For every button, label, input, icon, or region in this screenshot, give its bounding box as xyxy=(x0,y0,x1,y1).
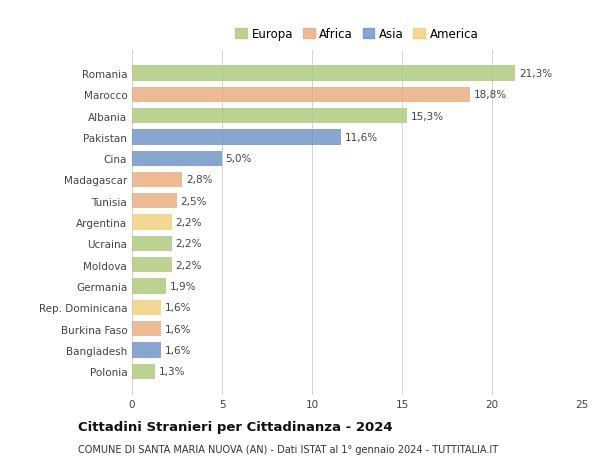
Bar xyxy=(132,257,172,273)
Text: 2,2%: 2,2% xyxy=(175,218,202,228)
Text: 2,2%: 2,2% xyxy=(175,260,202,270)
Text: 11,6%: 11,6% xyxy=(344,133,377,143)
Text: 1,9%: 1,9% xyxy=(170,281,196,291)
Text: 21,3%: 21,3% xyxy=(519,69,552,79)
Text: 1,3%: 1,3% xyxy=(159,366,185,376)
Text: 2,2%: 2,2% xyxy=(175,239,202,249)
Bar xyxy=(132,130,341,145)
Bar xyxy=(132,364,155,379)
Bar xyxy=(132,279,166,294)
Bar xyxy=(132,236,172,252)
Bar xyxy=(132,194,177,209)
Bar xyxy=(132,87,470,103)
Text: 5,0%: 5,0% xyxy=(226,154,252,164)
Bar xyxy=(132,151,222,167)
Bar xyxy=(132,215,172,230)
Text: COMUNE DI SANTA MARIA NUOVA (AN) - Dati ISTAT al 1° gennaio 2024 - TUTTITALIA.IT: COMUNE DI SANTA MARIA NUOVA (AN) - Dati … xyxy=(78,444,498,454)
Bar xyxy=(132,342,161,358)
Text: 15,3%: 15,3% xyxy=(411,112,444,121)
Text: Cittadini Stranieri per Cittadinanza - 2024: Cittadini Stranieri per Cittadinanza - 2… xyxy=(78,420,392,433)
Legend: Europa, Africa, Asia, America: Europa, Africa, Asia, America xyxy=(233,25,481,43)
Bar xyxy=(132,109,407,124)
Text: 18,8%: 18,8% xyxy=(474,90,507,100)
Text: 2,8%: 2,8% xyxy=(186,175,212,185)
Text: 1,6%: 1,6% xyxy=(164,345,191,355)
Bar xyxy=(132,173,182,188)
Bar xyxy=(132,321,161,336)
Text: 1,6%: 1,6% xyxy=(164,324,191,334)
Text: 1,6%: 1,6% xyxy=(164,302,191,313)
Bar xyxy=(132,300,161,315)
Text: 2,5%: 2,5% xyxy=(181,196,207,207)
Bar xyxy=(132,66,515,81)
